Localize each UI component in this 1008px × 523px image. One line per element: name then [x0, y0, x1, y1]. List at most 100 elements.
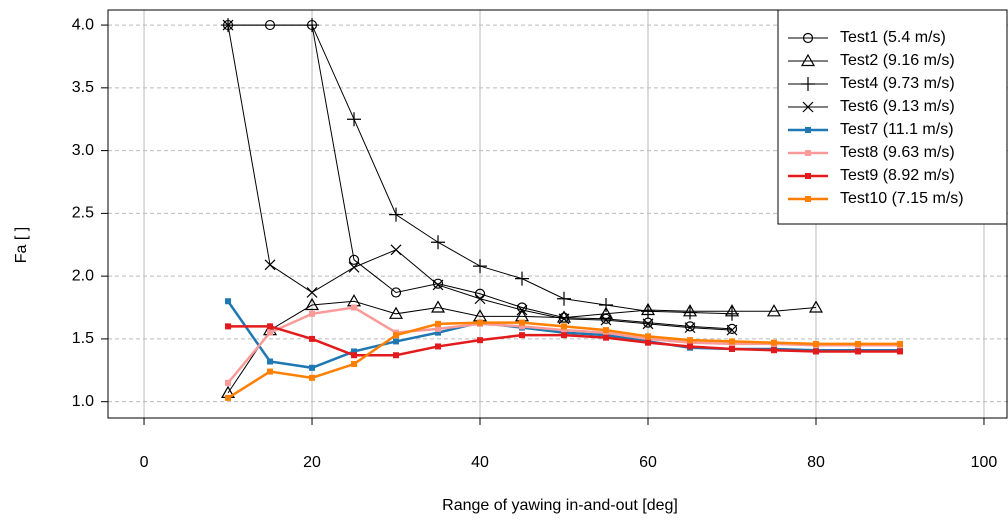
- data-point: [473, 259, 488, 274]
- y-tick-label: 2.5: [72, 205, 94, 222]
- data-point: [225, 323, 232, 330]
- y-tick-label: 2.0: [72, 267, 94, 284]
- data-point: [598, 306, 614, 319]
- data-point: [389, 207, 404, 222]
- data-point: [561, 332, 568, 339]
- data-point: [642, 318, 654, 330]
- data-point: [393, 338, 400, 345]
- data-point: [645, 339, 651, 346]
- legend-marker: [801, 77, 815, 91]
- data-point: [770, 339, 777, 346]
- data-point: [770, 347, 777, 354]
- data-point: [435, 325, 442, 332]
- data-point: [516, 302, 528, 313]
- x-tick-label: 0: [140, 454, 149, 471]
- data-point: [264, 259, 276, 271]
- data-point: [351, 348, 358, 355]
- y-tick-label: 4.0: [72, 16, 94, 33]
- data-point: [309, 335, 316, 342]
- data-point: [432, 278, 444, 289]
- data-point: [351, 352, 358, 359]
- y-axis-label: Fa [ ]: [13, 227, 30, 263]
- legend-label: Test10 (7.15 m/s): [840, 190, 964, 207]
- data-point: [766, 304, 782, 317]
- legend-marker: [805, 173, 811, 179]
- data-point: [726, 324, 738, 336]
- data-point: [431, 235, 446, 250]
- data-point: [304, 297, 320, 311]
- data-point: [348, 254, 360, 265]
- data-point: [854, 348, 861, 355]
- data-point: [812, 348, 819, 355]
- legend-label: Test8 (9.63 m/s): [840, 144, 955, 161]
- data-point: [267, 358, 274, 365]
- y-tick-label: 1.5: [72, 330, 94, 347]
- data-point: [388, 306, 404, 319]
- x-tick-label: 40: [471, 454, 489, 471]
- data-point: [309, 374, 316, 381]
- legend-marker: [805, 150, 811, 156]
- data-point: [432, 279, 444, 291]
- legend-label: Test7 (11.1 m/s): [840, 121, 954, 138]
- x-tick-label: 80: [807, 454, 825, 471]
- x-tick-label: 100: [971, 454, 998, 471]
- data-point: [600, 314, 612, 326]
- data-point: [477, 337, 484, 344]
- series-line: [227, 300, 817, 394]
- data-point: [390, 287, 402, 298]
- data-point: [305, 18, 320, 33]
- data-point: [225, 379, 232, 386]
- data-point: [435, 329, 442, 336]
- y-tick-label: 1.0: [72, 393, 94, 410]
- data-point: [393, 332, 400, 339]
- data-point: [347, 112, 362, 127]
- data-point: [854, 340, 861, 347]
- data-point: [435, 320, 442, 327]
- data-point: [896, 340, 903, 347]
- legend-marker: [805, 127, 811, 133]
- x-tick-label: 20: [303, 454, 321, 471]
- data-point: [684, 322, 696, 334]
- data-point: [561, 327, 568, 334]
- data-point: [603, 334, 610, 341]
- legend-marker: [800, 53, 816, 67]
- data-point: [808, 300, 824, 313]
- data-point: [309, 364, 316, 371]
- legend-label: Test1 (5.4 m/s): [840, 29, 946, 46]
- legend-label: Test9 (8.92 m/s): [840, 167, 955, 184]
- data-point: [477, 319, 484, 326]
- legend-marker: [802, 32, 814, 44]
- legend-marker: [802, 101, 814, 113]
- data-point: [645, 333, 651, 340]
- x-axis-label: Range of yawing in-and-out [deg]: [442, 497, 678, 514]
- data-point: [351, 304, 358, 311]
- data-point: [430, 300, 446, 313]
- data-point: [684, 321, 696, 332]
- data-point: [515, 271, 530, 286]
- data-point: [309, 310, 316, 317]
- data-point: [812, 340, 819, 347]
- data-point: [346, 294, 362, 307]
- data-point: [519, 319, 526, 326]
- data-point: [390, 244, 402, 256]
- data-point: [267, 329, 274, 336]
- data-point: [641, 304, 655, 319]
- data-point: [896, 348, 903, 355]
- data-point: [306, 287, 318, 298]
- data-point: [222, 19, 234, 31]
- data-point: [225, 298, 232, 305]
- legend-box: [777, 9, 1008, 225]
- x-tick-label: 60: [639, 454, 657, 471]
- data-point: [474, 293, 486, 305]
- data-point: [728, 338, 735, 345]
- data-point: [225, 394, 232, 401]
- data-point: [351, 361, 358, 368]
- data-point: [682, 305, 697, 320]
- data-point: [558, 313, 570, 325]
- data-point: [599, 298, 614, 313]
- data-point: [686, 343, 693, 350]
- data-point: [519, 332, 526, 339]
- data-point: [726, 323, 738, 334]
- legend-marker: [805, 196, 811, 202]
- data-point: [435, 343, 442, 350]
